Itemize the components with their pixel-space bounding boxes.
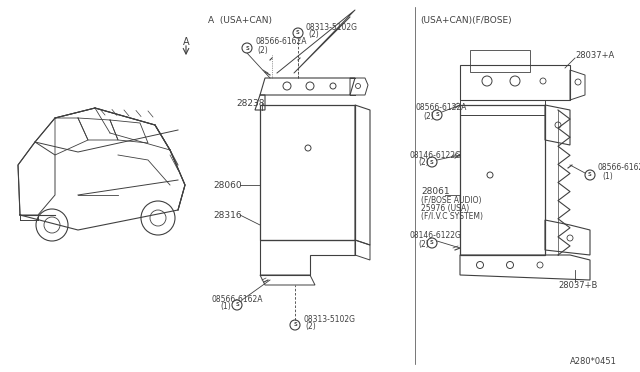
Text: 08566-6162A: 08566-6162A: [255, 38, 307, 46]
Text: (2): (2): [308, 31, 319, 39]
Text: (2): (2): [305, 323, 316, 331]
Text: S: S: [588, 173, 592, 177]
Text: 28060: 28060: [213, 180, 242, 189]
Text: (1): (1): [220, 302, 231, 311]
Text: 08313-5102G: 08313-5102G: [303, 314, 355, 324]
Text: 28061: 28061: [421, 187, 450, 196]
Text: S: S: [235, 302, 239, 308]
Text: (2): (2): [423, 112, 434, 121]
Bar: [470, 50, 530, 72]
Text: S: S: [245, 45, 249, 51]
Bar: [260, 105, 355, 240]
Text: 28037+B: 28037+B: [558, 280, 597, 289]
Text: 08146-6122G: 08146-6122G: [410, 151, 462, 160]
Text: S: S: [430, 241, 434, 246]
Text: (1): (1): [602, 173, 612, 182]
Text: 28238: 28238: [236, 99, 264, 108]
Text: (F/I.V.C SYSTEM): (F/I.V.C SYSTEM): [421, 212, 483, 221]
Text: (USA+CAN)(F/BOSE): (USA+CAN)(F/BOSE): [420, 16, 511, 25]
Text: A  (USA+CAN): A (USA+CAN): [208, 16, 272, 25]
Text: 28316: 28316: [213, 211, 242, 219]
Text: 25976 (USA): 25976 (USA): [421, 203, 469, 212]
Text: 08566-6122A: 08566-6122A: [415, 103, 467, 112]
Text: (2): (2): [257, 45, 268, 55]
Text: (2): (2): [418, 158, 429, 167]
Text: S: S: [435, 112, 439, 118]
Text: A280*0451: A280*0451: [570, 357, 617, 366]
Text: 08566-6162A: 08566-6162A: [212, 295, 264, 304]
Text: S: S: [296, 31, 300, 35]
Text: 08313-5102G: 08313-5102G: [306, 22, 358, 32]
Text: (F/BOSE AUDIO): (F/BOSE AUDIO): [421, 196, 481, 205]
Text: S: S: [430, 160, 434, 164]
Text: S: S: [293, 323, 297, 327]
Bar: [460, 105, 545, 255]
Text: (2): (2): [418, 240, 429, 248]
Bar: [460, 65, 570, 100]
Text: 08146-6122G: 08146-6122G: [410, 231, 462, 241]
Text: 28037+A: 28037+A: [575, 51, 614, 60]
Text: A: A: [182, 37, 189, 47]
Text: 08566-6162A: 08566-6162A: [598, 164, 640, 173]
